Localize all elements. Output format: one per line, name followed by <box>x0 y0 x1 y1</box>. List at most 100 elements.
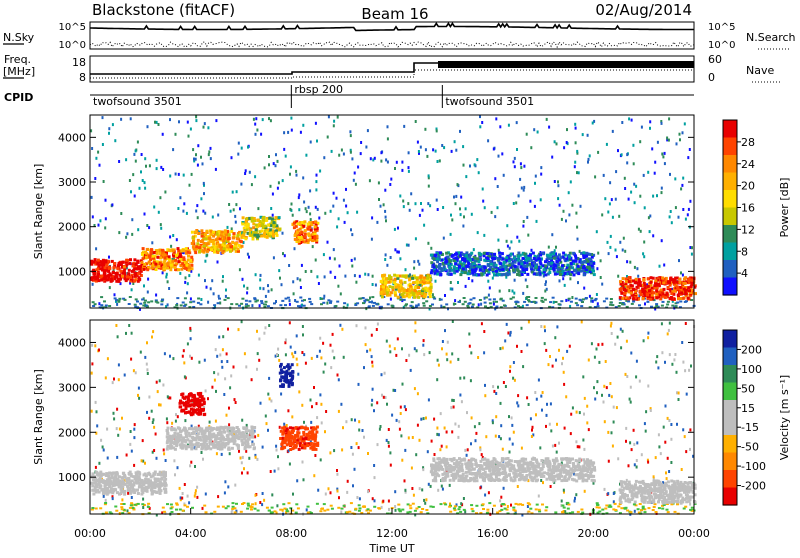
scatter-cell <box>362 302 365 304</box>
nave-label: Nave <box>746 64 774 77</box>
scatter-cell <box>254 435 256 438</box>
echo-cell <box>630 292 633 295</box>
scatter-cell <box>624 250 626 253</box>
scatter-cell <box>528 403 530 406</box>
echo-cell <box>205 238 208 241</box>
scatter-cell <box>523 220 525 223</box>
echo-cell <box>275 232 278 235</box>
scatter-cell <box>517 394 519 397</box>
scatter-cell <box>197 298 200 300</box>
scatter-cell <box>411 467 413 470</box>
scatter-cell <box>309 212 311 215</box>
scatter-cell <box>120 212 122 215</box>
scatter-cell <box>336 301 339 303</box>
scatter-cell <box>214 379 216 382</box>
scatter-cell <box>262 492 264 495</box>
scatter-cell <box>179 196 181 199</box>
scatter-cell <box>216 355 218 358</box>
echo-cell <box>648 289 651 292</box>
echo-cell <box>381 295 384 298</box>
echo-cell <box>394 283 397 286</box>
scatter-cell <box>282 252 284 255</box>
scatter-cell <box>350 228 352 231</box>
scatter-cell <box>565 219 567 222</box>
scatter-cell <box>502 503 505 505</box>
echo-cell <box>213 245 216 248</box>
scatter-cell <box>337 285 339 288</box>
echo-cell <box>131 270 134 273</box>
echo-cell <box>496 257 499 260</box>
scatter-cell <box>177 466 179 469</box>
scatter-cell <box>470 299 473 301</box>
scatter-cell <box>182 355 184 358</box>
scatter-cell <box>421 488 423 491</box>
scatter-cell <box>681 468 683 471</box>
echo-cell <box>654 279 657 282</box>
scatter-cell <box>671 221 673 224</box>
echo-cell <box>273 221 276 224</box>
scatter-cell <box>526 396 528 399</box>
scatter-cell <box>679 301 682 303</box>
scatter-cell <box>484 494 486 497</box>
scatter-cell <box>116 427 118 430</box>
echo-cell <box>92 489 95 492</box>
scatter-cell <box>680 271 682 274</box>
echo-cell <box>495 264 498 267</box>
scatter-cell <box>201 451 203 454</box>
scatter-cell <box>384 258 386 261</box>
echo-cell <box>628 276 631 279</box>
scatter-cell <box>499 298 502 300</box>
scatter-cell <box>151 241 153 244</box>
scatter-cell <box>489 286 491 289</box>
echo-cell <box>668 281 671 284</box>
echo-cell <box>577 268 580 271</box>
scatter-cell <box>542 391 544 394</box>
scatter-cell <box>414 387 416 390</box>
scatter-cell <box>582 133 584 136</box>
scatter-cell <box>156 381 158 384</box>
scatter-cell <box>494 215 496 218</box>
scatter-cell <box>218 336 220 339</box>
scatter-cell <box>536 220 538 223</box>
echo-cell <box>116 491 119 494</box>
scatter-cell <box>290 165 292 168</box>
echo-cell <box>104 259 107 262</box>
scatter-cell <box>297 277 299 280</box>
scatter-cell <box>466 454 468 457</box>
scatter-cell <box>285 353 287 356</box>
scatter-cell <box>236 190 238 193</box>
scatter-cell <box>462 145 464 148</box>
echo-cell <box>394 278 397 281</box>
echo-cell <box>297 222 300 225</box>
scatter-cell <box>377 507 380 509</box>
echo-cell <box>690 285 693 288</box>
scatter-cell <box>483 330 485 333</box>
scatter-cell <box>448 506 451 508</box>
scatter-cell <box>541 504 544 506</box>
scatter-cell <box>285 338 287 341</box>
echo-cell <box>151 481 154 484</box>
scatter-cell <box>272 214 274 217</box>
scatter-cell <box>319 337 321 340</box>
scatter-cell <box>215 119 217 122</box>
echo-cell <box>647 285 650 288</box>
scatter-cell <box>512 296 515 298</box>
scatter-cell <box>160 227 162 230</box>
scatter-cell <box>198 361 200 364</box>
echo-cell <box>194 231 197 234</box>
scatter-cell <box>233 208 235 211</box>
scatter-cell <box>244 352 246 355</box>
echo-cell <box>430 271 433 274</box>
scatter-cell <box>371 334 373 337</box>
echo-cell <box>117 264 120 267</box>
scatter-cell <box>213 371 215 374</box>
echo-cell <box>179 253 182 256</box>
scatter-cell <box>152 421 154 424</box>
scatter-cell <box>455 195 457 198</box>
scatter-cell <box>572 406 574 409</box>
scatter-cell <box>163 449 165 452</box>
echo-cell <box>168 249 171 252</box>
scatter-cell <box>491 211 493 214</box>
scatter-cell <box>295 512 298 514</box>
scatter-cell <box>390 464 392 467</box>
